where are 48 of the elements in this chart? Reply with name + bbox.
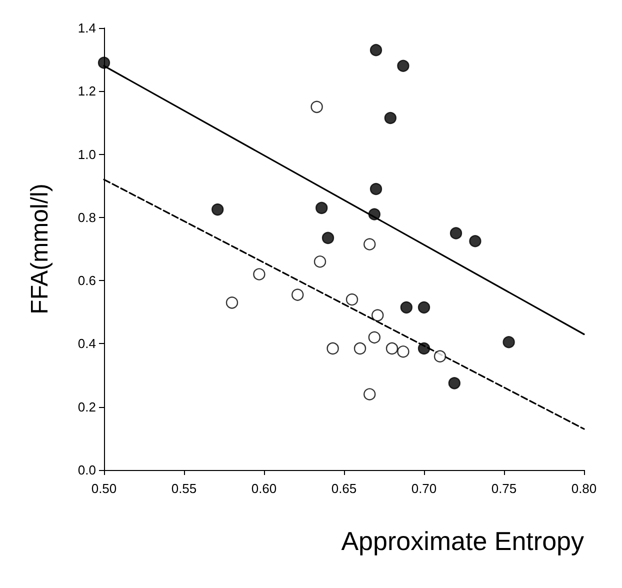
point: [310, 100, 323, 114]
point: [364, 388, 376, 400]
point: [418, 342, 430, 355]
point: [397, 60, 410, 72]
x-tick-label: 0.65: [331, 481, 357, 496]
point: [370, 182, 382, 196]
y-tick-label: 0.4: [78, 336, 96, 352]
y-tick-label: 0.0: [78, 462, 96, 478]
point: [346, 293, 358, 306]
point: [384, 112, 396, 124]
y-tick-label: 0.2: [78, 399, 96, 414]
point: [316, 202, 328, 214]
x-tick-label: 0.50: [91, 481, 117, 496]
point: [322, 232, 334, 244]
x-tick-label: 0.75: [491, 481, 517, 496]
x-tick-label: 0.60: [251, 481, 277, 496]
y-axis-title: FFA(mmol/l): [26, 184, 54, 314]
point: [226, 296, 238, 309]
point: [397, 346, 410, 358]
point: [502, 336, 515, 348]
point: [292, 288, 304, 301]
point: [370, 44, 382, 56]
point: [434, 350, 446, 362]
point: [372, 309, 384, 322]
x-tick-label: 0.55: [171, 481, 197, 496]
y-tick-label: 1.0: [78, 146, 96, 162]
point: [368, 331, 380, 344]
point: [354, 342, 366, 355]
point: [469, 235, 482, 248]
point: [212, 203, 224, 216]
point: [253, 268, 266, 280]
y-tick-label: 0.6: [78, 273, 96, 288]
point: [400, 301, 412, 314]
y-tick-label: 0.8: [78, 210, 96, 225]
y-tick-label: 1.2: [78, 84, 96, 99]
x-tick-label: 0.80: [571, 481, 597, 496]
point: [450, 227, 462, 240]
y-tick-label: 1.4: [78, 20, 96, 36]
point: [326, 342, 339, 355]
point: [98, 56, 110, 69]
x-axis-title: Approximate Entropy: [341, 526, 584, 556]
point: [368, 208, 380, 220]
x-tick-label: 0.70: [411, 481, 437, 496]
point: [364, 238, 376, 250]
point: [418, 301, 430, 314]
point: [314, 256, 326, 268]
point: [386, 342, 398, 355]
point: [448, 377, 460, 390]
